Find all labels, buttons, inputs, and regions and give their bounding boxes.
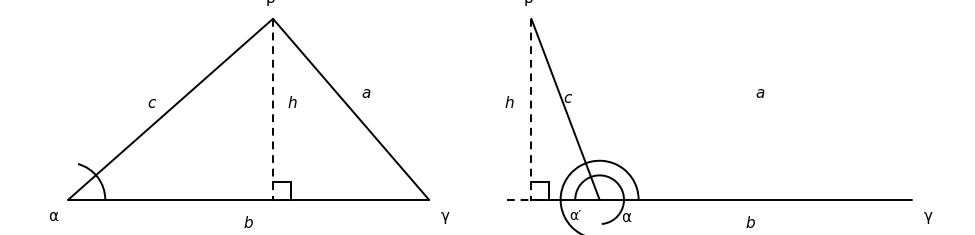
Text: a: a (361, 86, 370, 102)
Text: c: c (564, 91, 572, 106)
Text: α: α (49, 209, 58, 224)
Text: γ: γ (441, 209, 449, 224)
Text: b: b (746, 216, 756, 231)
Text: α′: α′ (569, 209, 581, 223)
Text: α: α (621, 210, 631, 225)
Text: c: c (147, 96, 155, 111)
Text: β: β (265, 0, 275, 6)
Text: h: h (288, 96, 297, 111)
Text: b: b (244, 216, 254, 231)
Text: h: h (504, 96, 514, 111)
Text: γ: γ (923, 209, 932, 224)
Text: β: β (524, 0, 533, 6)
Text: a: a (756, 86, 765, 102)
